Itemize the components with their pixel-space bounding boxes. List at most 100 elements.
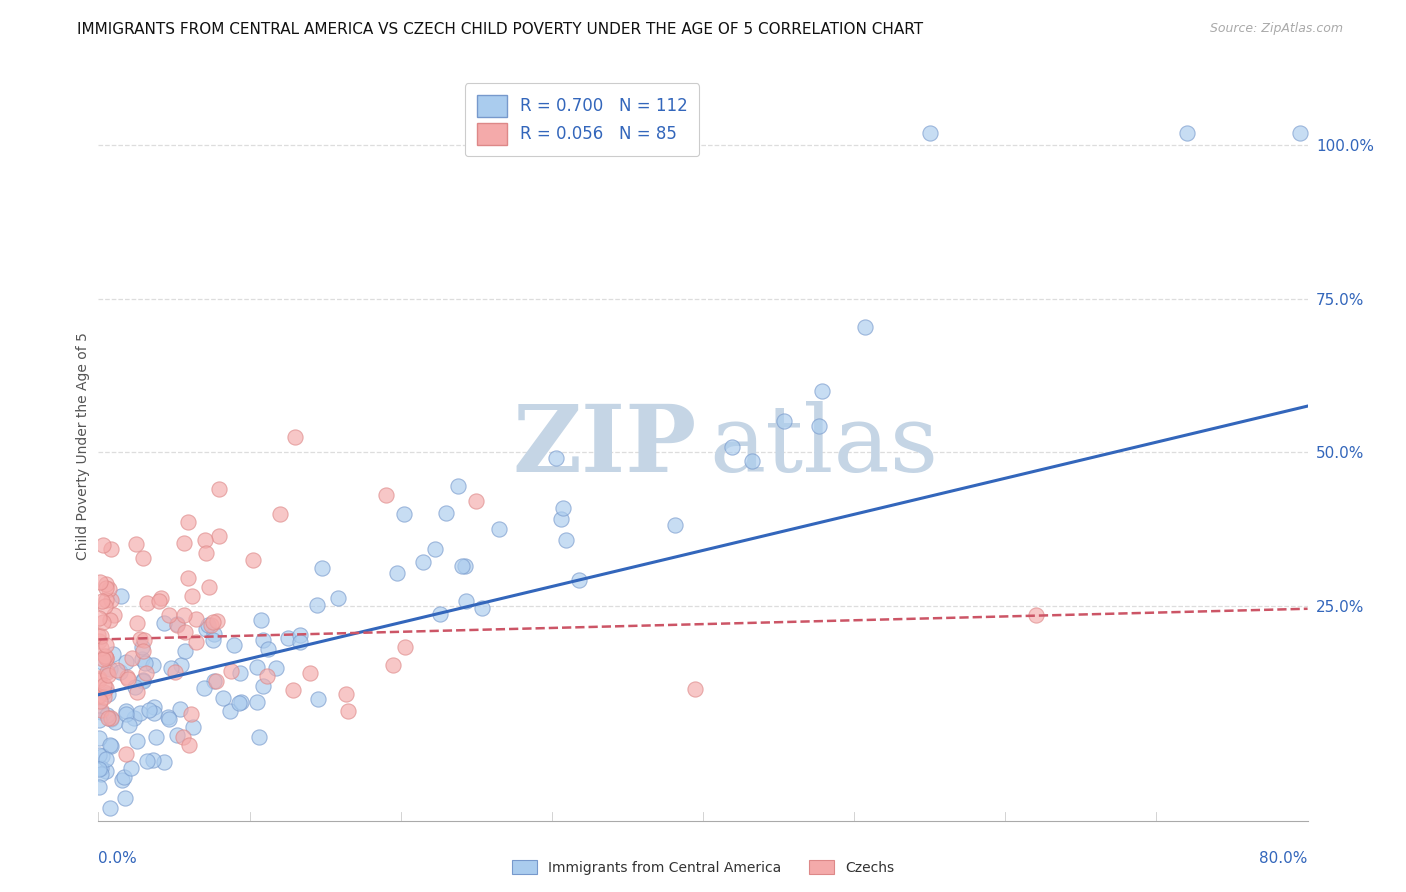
Point	[93, 648, 115, 663]
Point	[87, 627, 110, 641]
Point	[94, 764, 117, 779]
Point	[1175, 126, 1198, 140]
Point	[94, 577, 117, 591]
Point	[98, 662, 121, 676]
Point	[664, 518, 686, 533]
Point	[228, 666, 250, 681]
Point	[374, 488, 396, 502]
Point	[157, 607, 180, 622]
Point	[683, 681, 706, 696]
Point	[120, 761, 142, 775]
Point	[114, 790, 136, 805]
Point	[207, 615, 229, 629]
Point	[152, 755, 174, 769]
Point	[465, 494, 488, 508]
Text: 0.0%: 0.0%	[98, 851, 138, 865]
Point	[224, 638, 246, 652]
Point	[134, 633, 156, 648]
Point	[135, 665, 157, 680]
Point	[219, 664, 242, 678]
Point	[853, 319, 876, 334]
Point	[94, 581, 117, 595]
Point	[91, 655, 114, 669]
Point	[160, 661, 183, 675]
Point	[170, 658, 193, 673]
Point	[471, 600, 494, 615]
Point	[93, 678, 115, 692]
Point	[153, 616, 176, 631]
Point	[148, 594, 170, 608]
Point	[1289, 126, 1312, 140]
Point	[229, 695, 252, 709]
Point	[87, 713, 110, 727]
Point	[228, 696, 250, 710]
Point	[143, 706, 166, 720]
Point	[918, 126, 941, 140]
Point	[336, 704, 359, 718]
Point	[87, 690, 110, 704]
Point	[488, 522, 510, 536]
Point	[94, 593, 117, 607]
Point	[544, 451, 567, 466]
Point	[125, 615, 148, 630]
Point	[91, 651, 114, 665]
Point	[553, 500, 575, 515]
Point	[177, 571, 200, 585]
Point	[193, 681, 215, 695]
Point	[90, 761, 112, 775]
Point	[112, 770, 135, 784]
Text: Source: ZipAtlas.com: Source: ZipAtlas.com	[1209, 22, 1343, 36]
Point	[773, 414, 796, 428]
Point	[115, 670, 138, 684]
Point	[125, 684, 148, 698]
Point	[87, 671, 110, 685]
Point	[90, 703, 112, 717]
Point	[94, 651, 117, 665]
Point	[93, 685, 115, 699]
Point	[186, 612, 208, 626]
Point	[90, 641, 112, 656]
Point	[114, 704, 136, 718]
Point	[129, 706, 152, 720]
Point	[103, 648, 125, 662]
Point	[568, 573, 591, 587]
Point	[288, 628, 311, 642]
Point	[194, 546, 217, 560]
Point	[256, 669, 278, 683]
Point	[96, 708, 118, 723]
Point	[194, 533, 217, 547]
Point	[87, 611, 110, 625]
Point	[202, 632, 225, 647]
Point	[114, 707, 136, 722]
Point	[172, 730, 194, 744]
Point	[180, 707, 202, 722]
Point	[550, 512, 572, 526]
Point	[132, 673, 155, 687]
Point	[125, 537, 148, 551]
Point	[94, 638, 117, 652]
Point	[134, 656, 156, 670]
Point	[807, 419, 830, 434]
Point	[450, 558, 472, 573]
Point	[87, 762, 110, 776]
Point	[100, 739, 122, 753]
Point	[100, 801, 122, 815]
Text: ZIP: ZIP	[513, 401, 697, 491]
Point	[173, 624, 195, 639]
Point	[87, 780, 110, 795]
Point	[132, 674, 155, 689]
Point	[328, 591, 350, 605]
Point	[132, 551, 155, 566]
Point	[103, 608, 125, 623]
Point	[90, 767, 112, 781]
Point	[98, 613, 121, 627]
Point	[720, 440, 742, 454]
Point	[454, 559, 477, 574]
Point	[429, 607, 451, 622]
Point	[89, 574, 111, 589]
Point	[94, 599, 117, 613]
Point	[173, 608, 195, 623]
Point	[87, 673, 110, 687]
Legend: Immigrants from Central America, Czechs: Immigrants from Central America, Czechs	[506, 855, 900, 880]
Point	[94, 751, 117, 765]
